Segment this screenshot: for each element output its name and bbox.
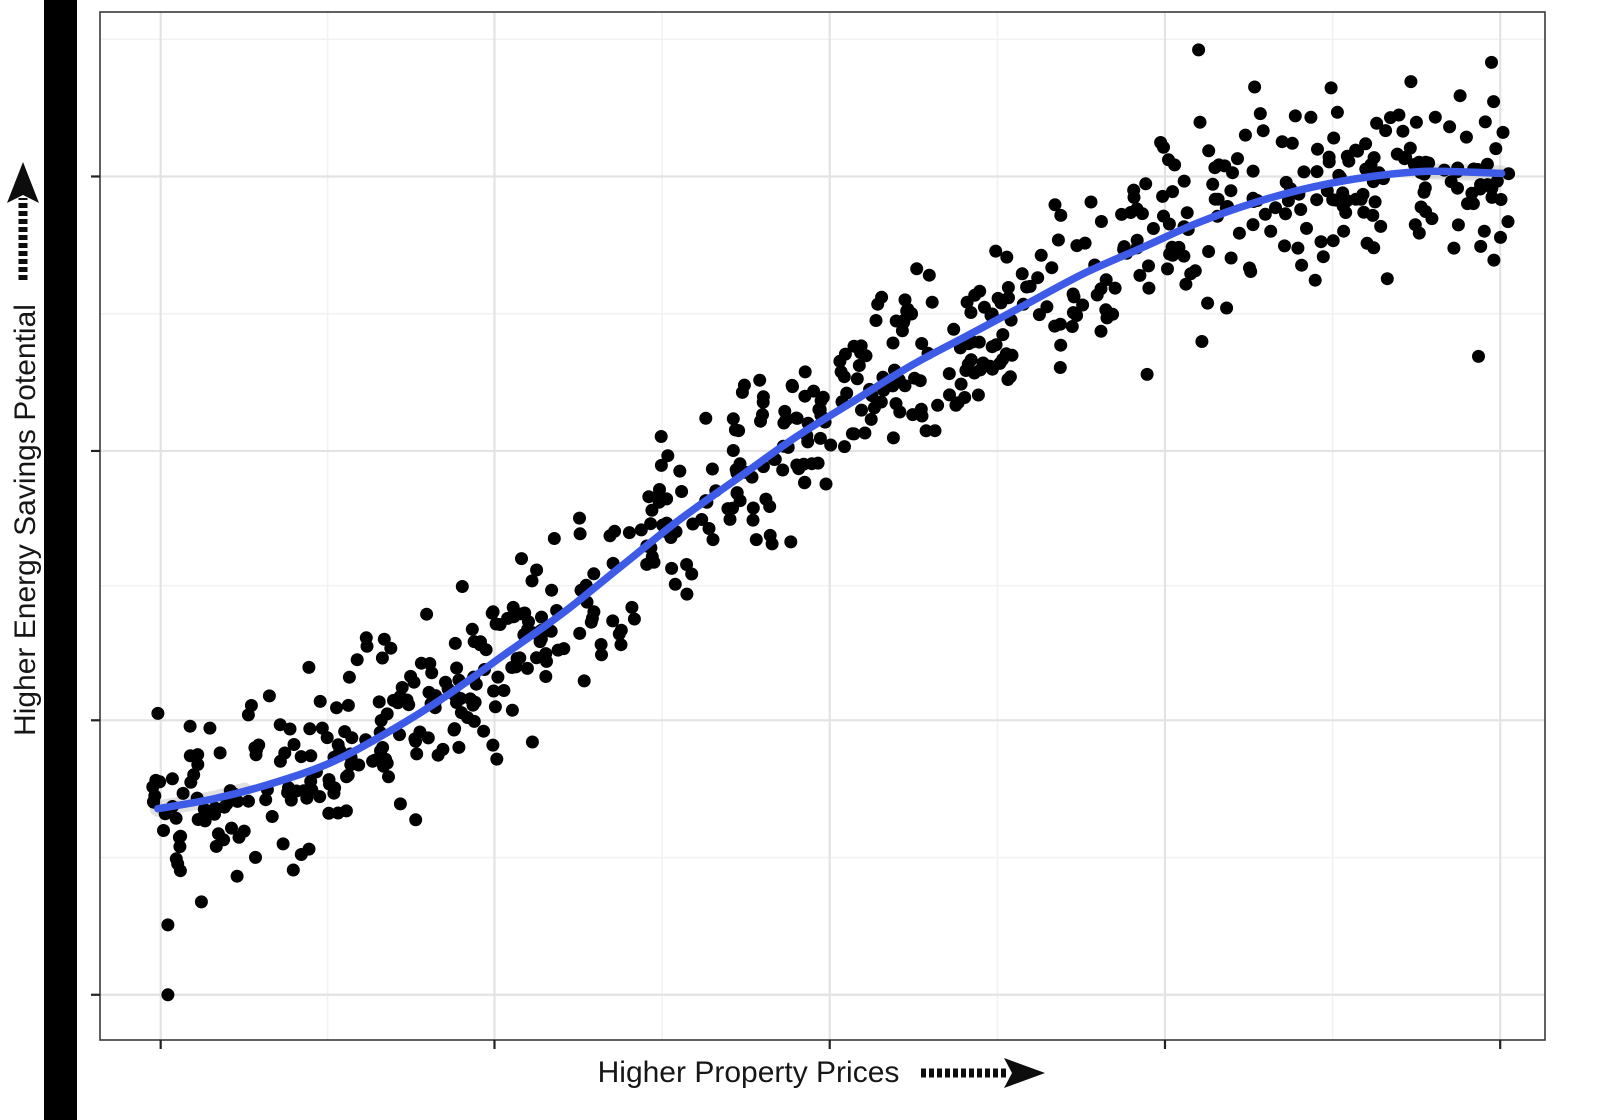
y-axis-arrow-icon xyxy=(7,162,39,280)
x-axis-label: Higher Property Prices xyxy=(597,1056,900,1089)
panel-border xyxy=(99,11,1546,1041)
axis-ticks xyxy=(91,175,1502,1049)
trend-line xyxy=(154,167,1506,813)
left-black-bar xyxy=(44,0,77,1120)
y-axis-label: Higher Energy Savings Potential xyxy=(9,304,42,736)
x-axis-arrow-icon xyxy=(921,1058,1046,1088)
scatter-points xyxy=(146,43,1516,1002)
scatter-chart xyxy=(91,11,1546,1049)
x-axis-label-row: Higher Property Prices xyxy=(100,1048,1545,1098)
